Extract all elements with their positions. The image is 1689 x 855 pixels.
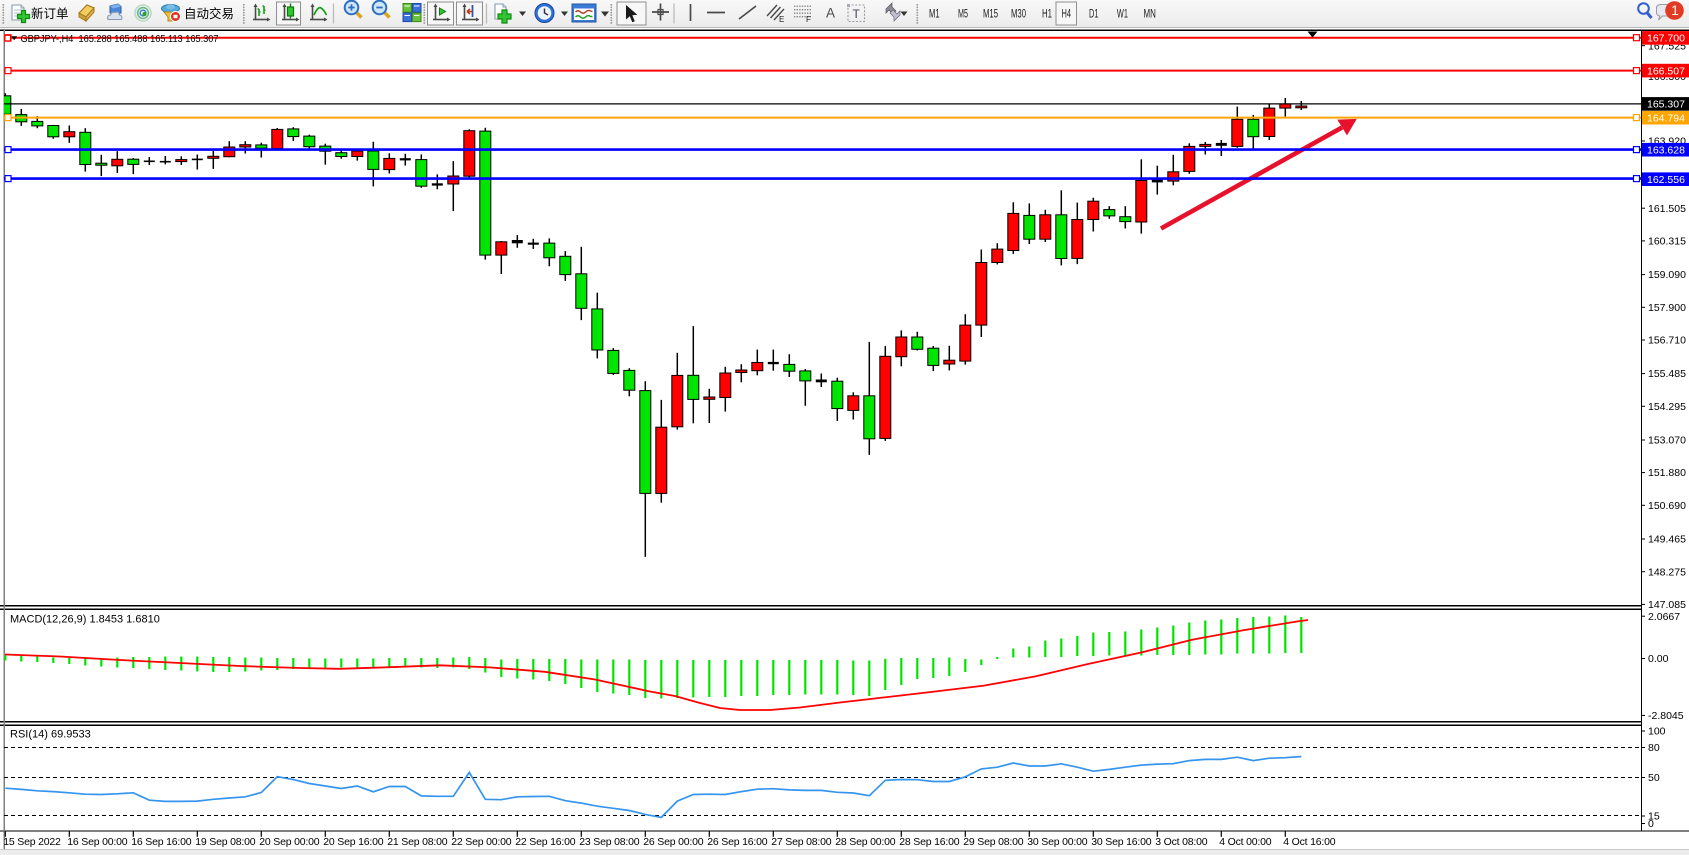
svg-text:M1: M1 <box>929 9 940 21</box>
svg-text:GBPJPY-,H4 165.288 165.488 16: GBPJPY-,H4 165.288 165.488 165.113 165.3… <box>21 33 219 45</box>
svg-text:新订单: 新订单 <box>31 6 69 21</box>
svg-text:1: 1 <box>1671 3 1679 18</box>
svg-text:100: 100 <box>1648 726 1666 738</box>
svg-text:19 Sep 08:00: 19 Sep 08:00 <box>195 836 255 848</box>
svg-text:162.556: 162.556 <box>1647 174 1685 186</box>
svg-text:22 Sep 00:00: 22 Sep 00:00 <box>451 836 511 848</box>
svg-text:MACD(12,26,9) 1.8453 1.6810: MACD(12,26,9) 1.8453 1.6810 <box>10 614 160 626</box>
svg-text:30 Sep 00:00: 30 Sep 00:00 <box>1027 836 1087 848</box>
svg-text:22 Sep 16:00: 22 Sep 16:00 <box>515 836 575 848</box>
svg-text:163.628: 163.628 <box>1647 145 1685 157</box>
svg-text:16 Sep 16:00: 16 Sep 16:00 <box>131 836 191 848</box>
svg-text:4 Oct 00:00: 4 Oct 00:00 <box>1219 836 1271 848</box>
svg-text:15: 15 <box>1648 811 1660 823</box>
svg-text:-2.8045: -2.8045 <box>1648 710 1684 722</box>
svg-text:20 Sep 16:00: 20 Sep 16:00 <box>323 836 383 848</box>
svg-text:W1: W1 <box>1117 9 1128 21</box>
svg-text:0: 0 <box>1648 818 1654 830</box>
svg-text:159.090: 159.090 <box>1648 269 1686 281</box>
svg-text:28 Sep 16:00: 28 Sep 16:00 <box>899 836 959 848</box>
svg-text:165.307: 165.307 <box>1647 99 1685 111</box>
svg-text:15 Sep 2022: 15 Sep 2022 <box>3 836 61 848</box>
svg-text:26 Sep 00:00: 26 Sep 00:00 <box>643 836 703 848</box>
svg-text:F: F <box>806 15 811 24</box>
svg-text:149.465: 149.465 <box>1648 534 1686 546</box>
svg-text:154.295: 154.295 <box>1648 401 1686 413</box>
svg-text:3 Oct 08:00: 3 Oct 08:00 <box>1155 836 1207 848</box>
svg-text:161.505: 161.505 <box>1648 203 1686 215</box>
svg-text:28 Sep 00:00: 28 Sep 00:00 <box>835 836 895 848</box>
svg-text:M15: M15 <box>983 9 998 21</box>
svg-text:160.315: 160.315 <box>1648 236 1686 248</box>
svg-text:2.0667: 2.0667 <box>1648 611 1680 623</box>
svg-text:H4: H4 <box>1062 9 1072 21</box>
svg-text:26 Sep 16:00: 26 Sep 16:00 <box>707 836 767 848</box>
svg-text:155.485: 155.485 <box>1648 368 1686 380</box>
svg-text:167.700: 167.700 <box>1647 33 1685 45</box>
svg-text:MN: MN <box>1144 9 1156 21</box>
svg-text:0.00: 0.00 <box>1648 653 1669 665</box>
svg-text:H1: H1 <box>1042 9 1052 21</box>
svg-text:50: 50 <box>1648 772 1660 784</box>
svg-text:E: E <box>779 15 784 24</box>
svg-text:27 Sep 08:00: 27 Sep 08:00 <box>771 836 831 848</box>
svg-text:4 Oct 16:00: 4 Oct 16:00 <box>1283 836 1335 848</box>
svg-text:30 Sep 16:00: 30 Sep 16:00 <box>1091 836 1151 848</box>
svg-text:166.507: 166.507 <box>1647 65 1685 77</box>
svg-text:80: 80 <box>1648 742 1660 754</box>
svg-text:153.070: 153.070 <box>1648 435 1686 447</box>
svg-text:23 Sep 08:00: 23 Sep 08:00 <box>579 836 639 848</box>
svg-text:T: T <box>853 7 861 21</box>
svg-text:29 Sep 08:00: 29 Sep 08:00 <box>963 836 1023 848</box>
svg-text:16 Sep 00:00: 16 Sep 00:00 <box>67 836 127 848</box>
svg-text:M5: M5 <box>958 9 968 21</box>
svg-text:RSI(14) 69.9533: RSI(14) 69.9533 <box>10 729 91 741</box>
svg-text:157.900: 157.900 <box>1648 302 1686 314</box>
svg-text:21 Sep 08:00: 21 Sep 08:00 <box>387 836 447 848</box>
svg-text:156.710: 156.710 <box>1648 335 1686 347</box>
svg-text:A: A <box>826 6 835 21</box>
svg-text:M30: M30 <box>1011 9 1026 21</box>
svg-text:自动交易: 自动交易 <box>184 6 234 21</box>
svg-text:150.690: 150.690 <box>1648 500 1686 512</box>
svg-text:20 Sep 00:00: 20 Sep 00:00 <box>259 836 319 848</box>
svg-text:147.085: 147.085 <box>1648 599 1686 611</box>
svg-text:D1: D1 <box>1089 9 1099 21</box>
svg-text:148.275: 148.275 <box>1648 566 1686 578</box>
svg-text:164.794: 164.794 <box>1647 113 1685 125</box>
svg-text:151.880: 151.880 <box>1648 467 1686 479</box>
